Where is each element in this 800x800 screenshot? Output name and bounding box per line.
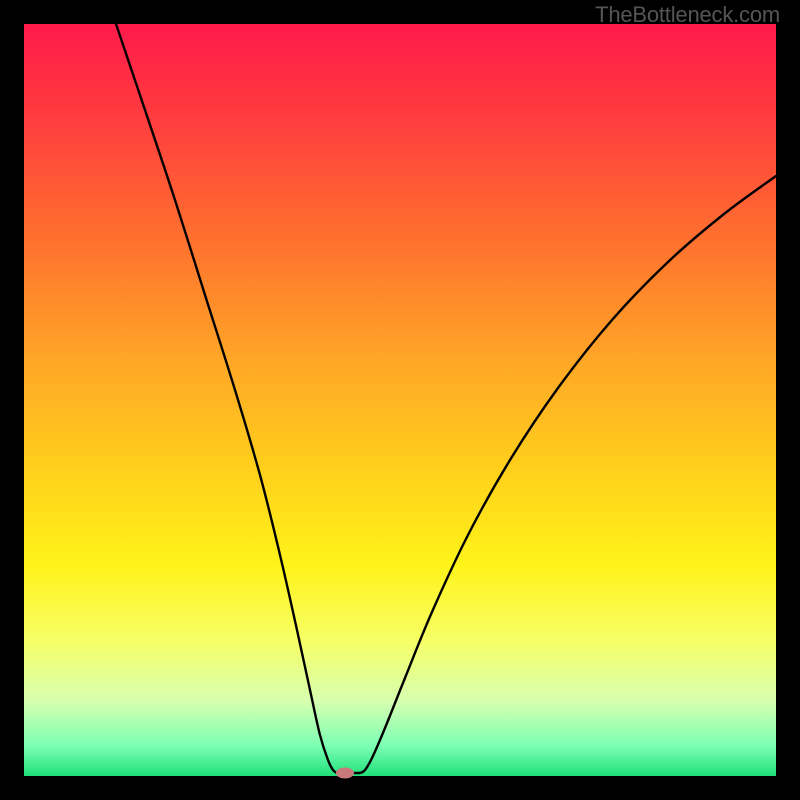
chart-svg xyxy=(0,0,800,800)
watermark-text: TheBottleneck.com xyxy=(595,2,780,28)
bottleneck-chart: TheBottleneck.com xyxy=(0,0,800,800)
optimal-point-marker xyxy=(336,768,354,779)
chart-background xyxy=(24,24,776,776)
